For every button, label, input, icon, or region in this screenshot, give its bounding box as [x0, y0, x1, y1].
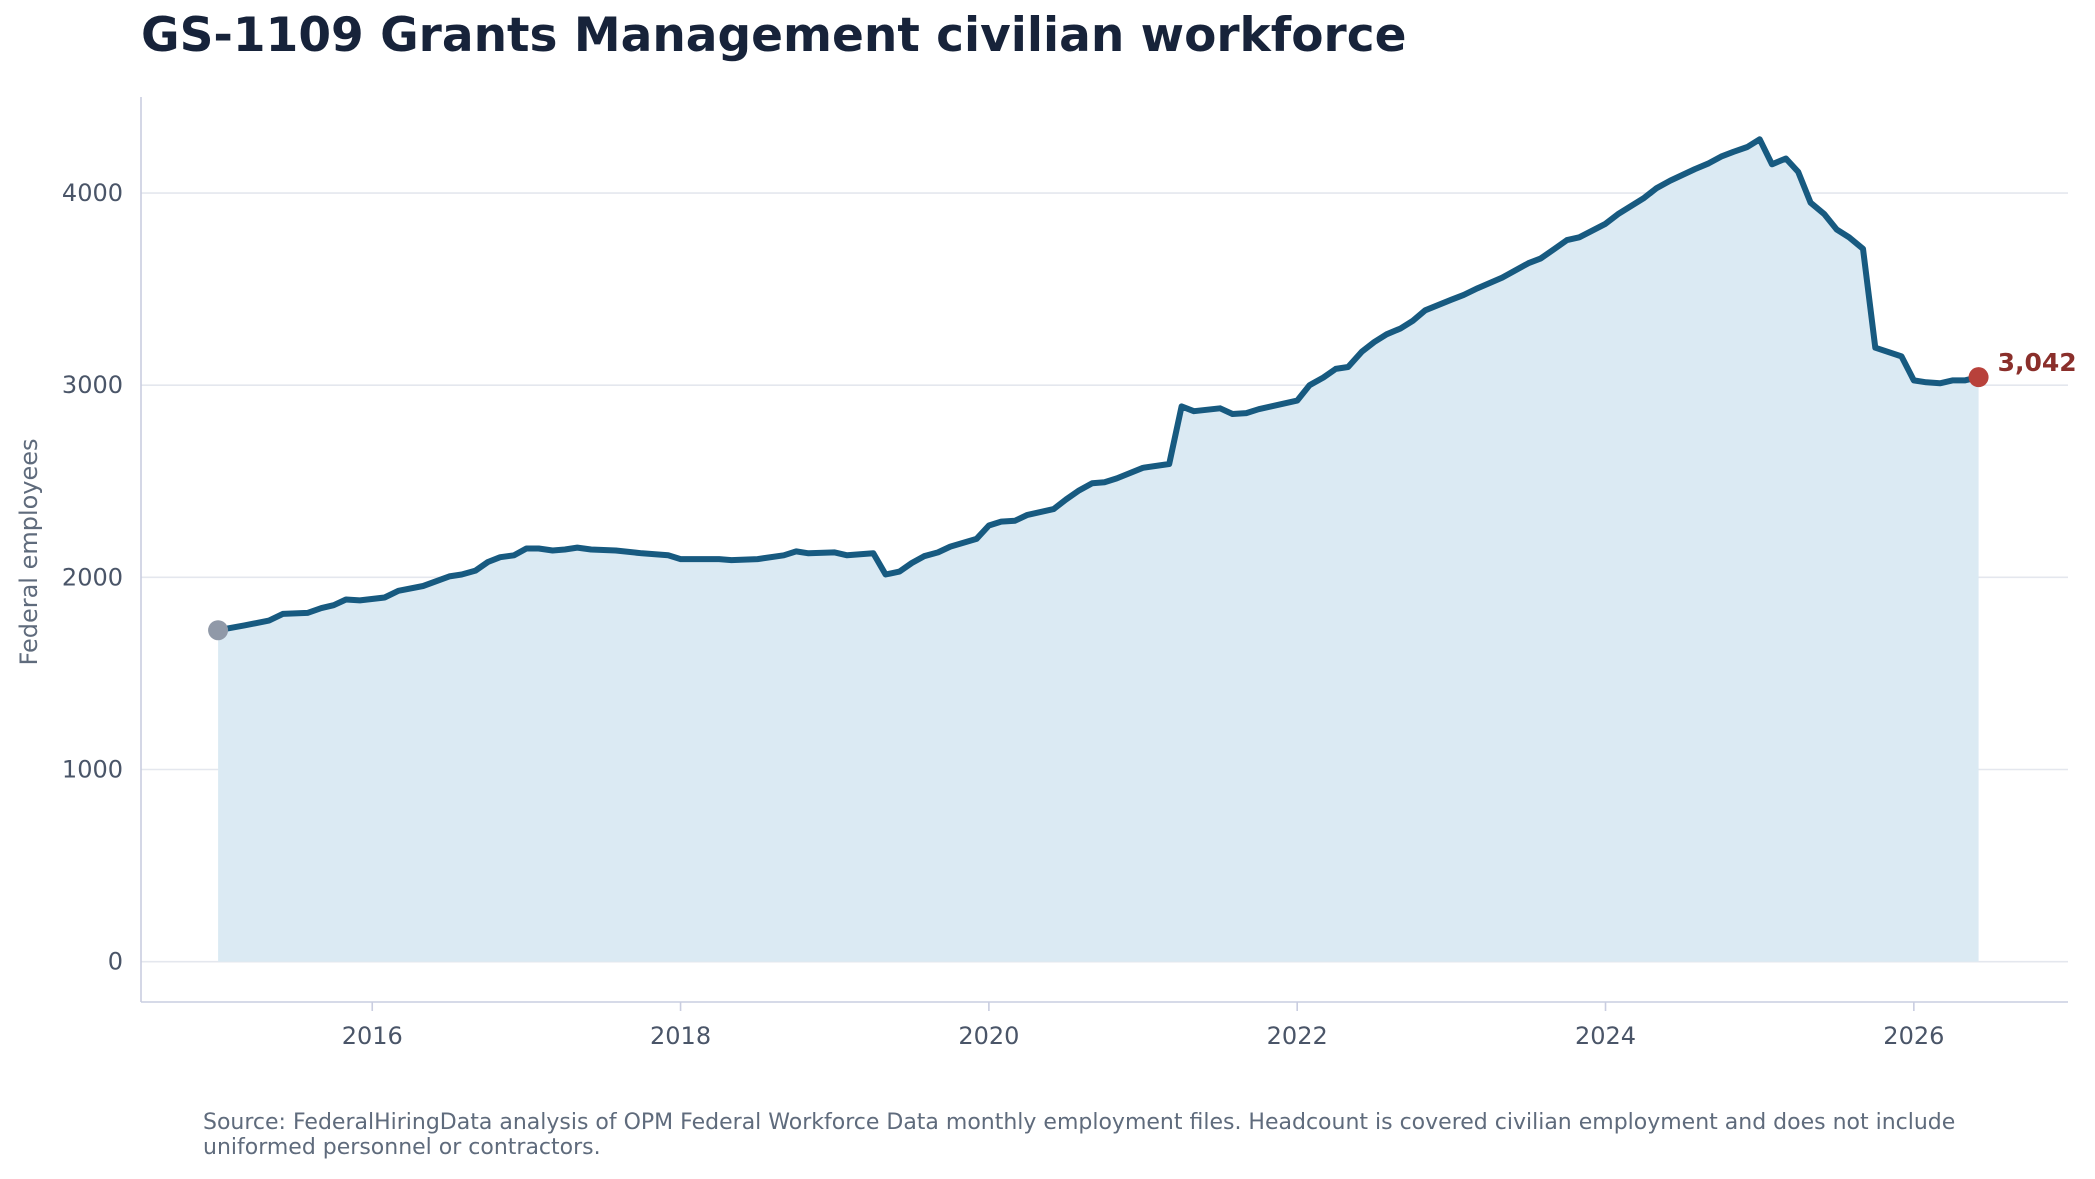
x-tick-label: 2016	[342, 1022, 403, 1050]
y-tick-label: 1000	[62, 756, 123, 784]
x-tick-label: 2026	[1883, 1022, 1944, 1050]
start-point-marker	[208, 620, 229, 641]
x-tick-label: 2018	[650, 1022, 711, 1050]
series-path	[215, 136, 1982, 634]
markers: 3,042	[208, 348, 2077, 641]
axes	[140, 97, 2068, 1011]
chart-title: GS-1109 Grants Management civilian workf…	[141, 8, 1407, 63]
area-fill	[218, 139, 1979, 962]
x-tick-label: 2024	[1575, 1022, 1636, 1050]
series-line	[215, 136, 1982, 634]
end-value-label: 3,042	[1998, 348, 2077, 377]
tick-labels: 0 1000 2000 3000 4000 2016 2018 2020 2022 2024 202…	[62, 179, 1944, 1050]
y-tick-label: 3000	[62, 371, 123, 399]
source-note: Source: FederalHiringData analysis of OP…	[203, 1110, 1956, 1160]
x-tick-label: 2020	[958, 1022, 1019, 1050]
series-area	[218, 139, 1979, 962]
y-tick-label: 2000	[62, 563, 123, 591]
x-tick-label: 2022	[1267, 1022, 1328, 1050]
end-point-marker	[1968, 367, 1989, 388]
y-tick-label: 0	[108, 948, 123, 976]
y-axis-label: Federal employees	[15, 438, 43, 665]
y-tick-label: 4000	[62, 179, 123, 207]
